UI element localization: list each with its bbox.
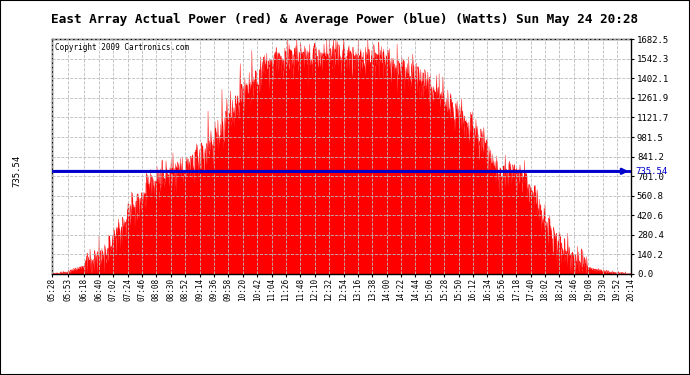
Text: East Array Actual Power (red) & Average Power (blue) (Watts) Sun May 24 20:28: East Array Actual Power (red) & Average … [52, 13, 638, 26]
Text: 735.54: 735.54 [12, 155, 21, 188]
Text: 735.54: 735.54 [635, 167, 668, 176]
Text: Copyright 2009 Cartronics.com: Copyright 2009 Cartronics.com [55, 43, 189, 52]
